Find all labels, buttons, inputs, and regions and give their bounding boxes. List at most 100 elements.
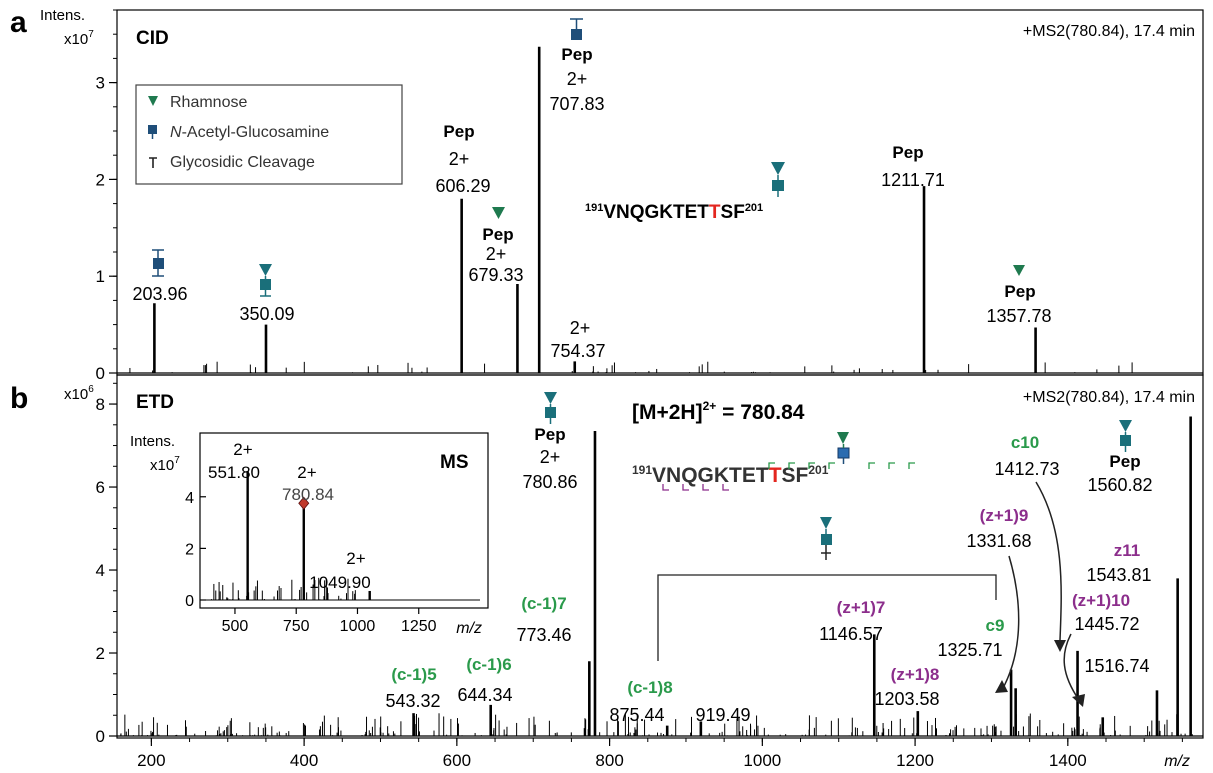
inset-label-780: 780.84 — [282, 485, 334, 504]
label-c17: (c-1)7 — [521, 594, 566, 613]
panel-a-peaks — [117, 46, 1203, 374]
label-z110: (z+1)10 — [1072, 591, 1130, 610]
label-1516: 1516.74 — [1084, 656, 1149, 676]
label-644: 644.34 — [457, 685, 512, 705]
label-754-charge: 2+ — [570, 318, 591, 338]
x-tick-label: 800 — [595, 751, 623, 770]
inset-y-tick-label: 0 — [185, 593, 194, 610]
label-c16: (c-1)6 — [466, 655, 511, 674]
x-axis: 200 400 600 800 1000 1200 1400 — [137, 738, 1183, 770]
label-919: 919.49 — [695, 705, 750, 725]
label-z18: (z+1)8 — [891, 665, 940, 684]
x-tick-label: 1200 — [896, 751, 934, 770]
legend-glcnac: N-Acetyl-Glucosamine — [170, 124, 329, 141]
label-707-pep: Pep — [561, 45, 592, 64]
label-707: 707.83 — [549, 94, 604, 114]
legend-box — [135, 84, 403, 185]
panel-b-y-axis: 0 2 4 6 8 — [96, 382, 117, 746]
label-c15: (c-1)5 — [391, 665, 436, 684]
panel-b-frame — [116, 374, 1204, 739]
panel-b-scan-info: +MS2(780.84), 17.4 min — [1023, 389, 1195, 406]
panel-b-mode: ETD — [136, 392, 174, 413]
label-1560: 1560.82 — [1087, 475, 1152, 495]
c-ion-brackets — [662, 484, 729, 491]
label-c10: c10 — [1011, 433, 1039, 452]
inset-label-1049: 1049.90 — [309, 573, 370, 592]
panel-a-legend: Rhamnose N-Acetyl-Glucosamine Glycosidic… — [135, 84, 403, 185]
inset-scale: x107 — [150, 455, 180, 474]
inset-label-551: 551.80 — [208, 463, 260, 482]
label-1211: 1211.71 — [881, 170, 945, 190]
glycan-shift-bracket — [657, 517, 997, 661]
label-c18: (c-1)8 — [627, 678, 672, 697]
label-1543: 1543.81 — [1086, 565, 1151, 585]
label-543: 543.32 — [385, 691, 440, 711]
glycan-780-icon — [544, 392, 557, 424]
rhamnose-1357-icon — [1013, 265, 1025, 276]
label-1445: 1445.72 — [1074, 614, 1139, 634]
label-1325: 1325.71 — [937, 640, 1002, 660]
label-203: 203.96 — [132, 284, 187, 304]
panel-a-mode: CID — [136, 28, 169, 49]
panel-b-letter: b — [10, 382, 28, 415]
panel-a-noise — [127, 361, 1151, 373]
inset-x-label: m/z — [456, 620, 482, 637]
precursor-label: [M+2H]2+ = 780.84 — [632, 399, 805, 424]
inset-peaks — [204, 470, 480, 601]
inset-y-tick-label: 4 — [185, 490, 194, 507]
legend-cleavage: Glycosidic Cleavage — [170, 154, 315, 171]
seq-a-rhamnose-icon — [771, 162, 785, 175]
panel-b-scale: x106 — [64, 384, 94, 403]
panel-b-sequence: 191VNQGKTETTSF201 — [632, 463, 829, 487]
y-tick-label: 0 — [96, 727, 105, 746]
y-tick-label: 1 — [96, 267, 105, 286]
label-1560-pep: Pep — [1109, 452, 1140, 471]
panel-a-intens-label: Intens. — [40, 7, 85, 24]
label-606-pep: Pep — [443, 122, 474, 141]
legend-rhamnose: Rhamnose — [170, 94, 247, 111]
rhamnose-icon — [148, 96, 158, 106]
x-tick-label: 1000 — [743, 751, 781, 770]
arrow-heads — [995, 640, 1085, 707]
inset-x-axis: 500 750 1000 1250 — [222, 608, 437, 635]
glcnac-icon — [148, 125, 157, 134]
x-tick-label: 600 — [443, 751, 471, 770]
cleavage-icon — [149, 157, 157, 168]
glycan-350-icon — [259, 264, 272, 297]
z-ion-brackets — [768, 462, 915, 469]
inset-x-tick-label: 1000 — [340, 618, 376, 635]
label-1412: 1412.73 — [994, 459, 1059, 479]
label-1203: 1203.58 — [874, 689, 939, 709]
seq-b-glcnac-icon — [837, 447, 850, 459]
inset-x-tick-label: 500 — [222, 618, 249, 635]
label-875: 875.44 — [609, 705, 664, 725]
label-c9: c9 — [986, 616, 1005, 635]
ms-inset: Intens. x107 MS 0 2 4 500 750 1000 1250 m/z 2… — [130, 432, 489, 637]
y-tick-label: 0 — [96, 364, 105, 383]
y-tick-label: 2 — [96, 170, 105, 189]
label-1331: 1331.68 — [966, 531, 1031, 551]
inset-intens-label: Intens. — [130, 433, 175, 450]
inset-label-780-charge: 2+ — [297, 463, 316, 482]
label-1357: 1357.78 — [986, 306, 1051, 326]
y-tick-label: 8 — [96, 395, 105, 414]
inset-label-1049-charge: 2+ — [346, 549, 365, 568]
panel-a-letter: a — [10, 6, 27, 39]
y-tick-label: 2 — [96, 644, 105, 663]
panel-a-y-axis: 0 1 2 3 — [96, 9, 117, 383]
label-754: 754.37 — [550, 341, 605, 361]
inset-y-tick-label: 2 — [185, 541, 194, 558]
panel-a-scale: x107 — [64, 29, 94, 48]
inset-x-tick-label: 750 — [283, 618, 310, 635]
panel-a: a Intens. x107 CID +MS2(780.84), 17.4 mi… — [10, 6, 1204, 383]
glycan-1560-icon — [1119, 420, 1132, 452]
label-606: 606.29 — [435, 176, 490, 196]
label-679-charge: 2+ — [486, 244, 507, 264]
label-707-charge: 2+ — [567, 69, 588, 89]
y-tick-label: 3 — [96, 74, 105, 93]
label-679-pep: Pep — [482, 225, 513, 244]
panel-a-scan-info: +MS2(780.84), 17.4 min — [1023, 23, 1195, 40]
seq-b-rhamnose-icon — [837, 432, 849, 444]
label-1357-pep: Pep — [1004, 282, 1035, 301]
